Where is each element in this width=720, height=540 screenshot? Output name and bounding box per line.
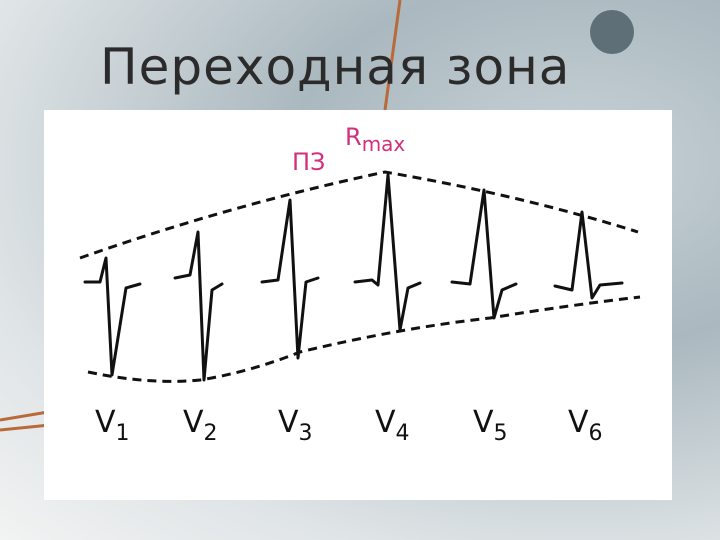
lead-letter: V bbox=[375, 405, 396, 440]
lead-number: 5 bbox=[494, 421, 508, 446]
lead-letter: V bbox=[183, 405, 204, 440]
lead-label: V1 bbox=[95, 405, 130, 446]
decoration bbox=[383, 0, 402, 111]
complex-v6 bbox=[553, 210, 624, 300]
lead-number: 6 bbox=[589, 421, 603, 446]
r-max-sub: max bbox=[362, 132, 406, 156]
lead-number: 2 bbox=[204, 421, 218, 446]
r-max-main: R bbox=[345, 123, 362, 151]
transition-zone-label: ПЗ bbox=[292, 148, 325, 176]
slide-title: Переходная зона bbox=[100, 38, 571, 96]
lead-number: 1 bbox=[116, 421, 130, 446]
lead-number: 3 bbox=[299, 421, 313, 446]
lead-labels: V1 V2 V3 V4 V5 V6 bbox=[95, 405, 603, 446]
lead-letter: V bbox=[278, 405, 299, 440]
complex-v3 bbox=[260, 198, 320, 360]
lead-letter: V bbox=[568, 405, 589, 440]
decoration bbox=[590, 10, 634, 54]
lead-letter: V bbox=[473, 405, 494, 440]
lead-label: V4 bbox=[375, 405, 410, 446]
complex-v1 bbox=[83, 256, 142, 377]
ecg-complexes bbox=[83, 173, 624, 382]
lead-label: V2 bbox=[183, 405, 218, 446]
complex-v2 bbox=[173, 230, 224, 382]
complex-v5 bbox=[450, 188, 518, 320]
lead-letter: V bbox=[95, 405, 116, 440]
upper-envelope bbox=[79, 170, 639, 260]
lead-label: V6 bbox=[568, 405, 603, 446]
complex-v4 bbox=[353, 173, 422, 332]
r-max-label: Rmax bbox=[345, 123, 405, 156]
lead-label: V5 bbox=[473, 405, 508, 446]
lead-number: 4 bbox=[396, 421, 410, 446]
lead-label: V3 bbox=[278, 405, 313, 446]
